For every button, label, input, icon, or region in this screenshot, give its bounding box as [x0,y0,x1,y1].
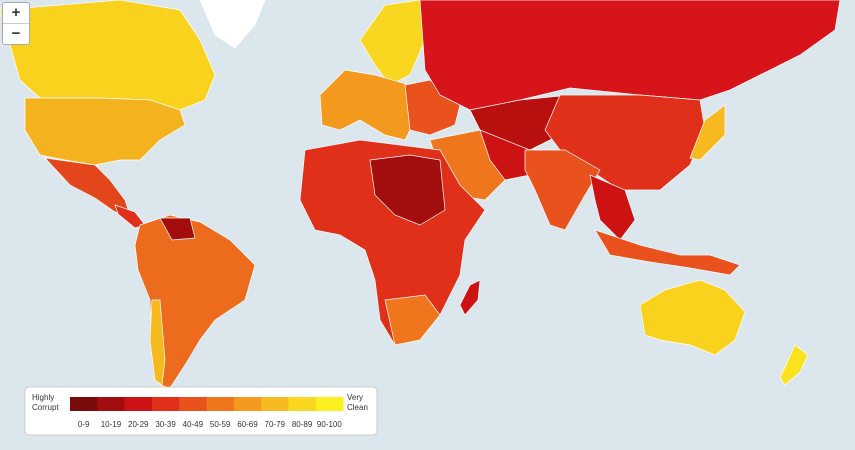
southern-africa [384,294,441,346]
legend-bin-label: 80-89 [292,420,313,429]
new-zealand [779,344,809,386]
legend-bin-label: 40-49 [183,420,204,429]
legend-bin-label: 90-100 [317,420,342,429]
india [524,149,601,231]
zoom-out-button[interactable]: − [3,23,29,44]
legend-scale: 0-9 10-19 20-29 30-39 40-49 50-59 60-69 70-79 80… [70,397,344,429]
greenland [199,0,266,49]
legend-swatch [151,397,180,411]
legend-low-label: Corrupt [32,403,59,412]
sahara-states [369,154,446,226]
zoom-controls: + − [2,2,30,45]
legend-bin-label: 30-39 [155,420,176,429]
legend-swatch [315,397,344,411]
chile [149,299,166,386]
legend-bin-label: 10-19 [101,420,122,429]
madagascar [459,279,481,316]
legend-swatch [70,397,98,411]
legend-high-label: Clean [347,403,368,412]
indonesia [594,229,741,276]
legend-swatch [233,397,262,411]
legend-swatch [97,397,126,411]
legend-low-label: Highly [32,393,54,402]
legend-swatch [288,397,317,411]
legend-swatch [206,397,235,411]
australia [639,279,746,356]
legend-bin-label: 0-9 [78,420,90,429]
legend-bin-label: 20-29 [128,420,149,429]
legend-swatch [124,397,153,411]
zoom-in-button[interactable]: + [11,4,21,21]
iran [479,129,531,181]
legend-bin-label: 70-79 [265,420,286,429]
legend: Highly Corrupt Very Clean 0-9 10-19 20-29 3… [24,386,378,436]
venezuela [159,217,196,241]
western-europe [319,69,421,141]
scandinavia [359,0,426,86]
japan [689,104,726,161]
legend-bin-label: 60-69 [237,420,258,429]
legend-high-label: Very [347,393,363,402]
canada [0,0,216,111]
south-america [134,214,256,389]
russia [419,0,841,111]
usa [24,97,186,166]
legend-bin-label: 50-59 [210,420,231,429]
legend-swatch [179,397,207,411]
legend-swatch [261,397,289,411]
countries [0,0,841,389]
